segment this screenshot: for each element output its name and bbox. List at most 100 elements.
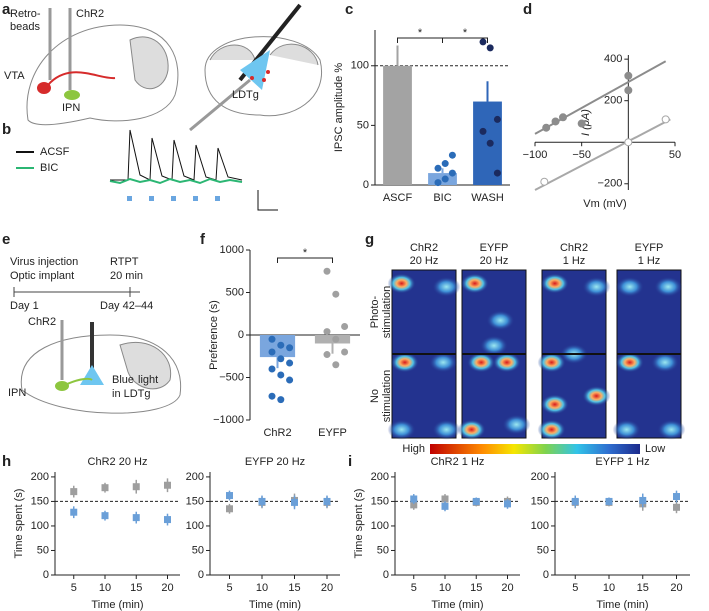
- label: 10: [603, 582, 615, 594]
- data-point: [277, 371, 285, 379]
- vta-beads: [37, 82, 51, 94]
- data-point: [332, 361, 340, 369]
- heat-spot: [537, 419, 566, 440]
- data-point: [286, 344, 294, 352]
- label: stimulation: [381, 286, 393, 339]
- data-point: [479, 38, 487, 46]
- data-point: [551, 117, 560, 126]
- label: Time (min): [596, 599, 648, 611]
- label: EYFP 1 Hz: [595, 456, 649, 468]
- label: LDTg: [232, 89, 259, 101]
- label: 15: [130, 582, 142, 594]
- data-point: [624, 71, 633, 80]
- data-point: [323, 497, 331, 505]
- heat-spot: [615, 352, 644, 373]
- label: No: [369, 389, 381, 403]
- label: 0: [238, 329, 244, 341]
- projection: [47, 71, 116, 86]
- data-point: [493, 169, 501, 177]
- label: 20: [161, 582, 173, 594]
- data-point: [277, 355, 285, 363]
- data-point: [661, 115, 670, 124]
- heat-spot: [540, 394, 569, 415]
- label: 10: [439, 582, 451, 594]
- label: a: [2, 1, 11, 18]
- label: ChR2: [76, 8, 104, 20]
- data-point: [479, 127, 487, 135]
- heat-spot: [657, 419, 686, 440]
- data-point: [286, 376, 294, 384]
- label: −50: [572, 149, 591, 161]
- stim: [127, 196, 132, 201]
- data-point: [286, 359, 294, 367]
- data-point: [164, 481, 171, 489]
- label: in LDTg: [112, 388, 151, 400]
- label: Optic implant: [10, 270, 74, 282]
- label: Virus injection: [10, 256, 78, 268]
- data-point: [70, 508, 78, 516]
- projection: [64, 377, 93, 386]
- label: 150: [186, 495, 204, 507]
- label: −200: [598, 178, 623, 190]
- data-point: [132, 514, 140, 522]
- label: ChR2: [410, 242, 438, 254]
- data-point: [323, 267, 331, 275]
- significance-bracket: [442, 37, 488, 43]
- traces-b: [109, 129, 278, 211]
- heat-spot: [582, 386, 611, 406]
- label: 200: [371, 471, 389, 483]
- label: 150: [531, 495, 549, 507]
- bead: [262, 78, 266, 82]
- scale-bar: [257, 190, 278, 211]
- heat-spot: [537, 352, 566, 373]
- data-point: [226, 505, 233, 513]
- heat-spot: [612, 419, 641, 440]
- data-point: [258, 497, 266, 505]
- data-point: [268, 365, 276, 373]
- label: 5: [226, 582, 232, 594]
- label: IPSC amplitude %: [333, 63, 345, 152]
- label: 10: [99, 582, 111, 594]
- schematic-e: [13, 287, 182, 414]
- label: Low: [645, 443, 665, 455]
- label: 0: [43, 569, 49, 581]
- data-point: [486, 139, 494, 147]
- label: 0: [543, 569, 549, 581]
- label: EYFP 20 Hz: [245, 456, 305, 468]
- label: d: [523, 1, 532, 18]
- label: 15: [470, 582, 482, 594]
- data-point: [486, 44, 494, 52]
- label: 20: [670, 582, 682, 594]
- label: 1 Hz: [563, 255, 586, 267]
- data-point: [410, 495, 418, 503]
- label: BIC: [433, 192, 451, 204]
- data-point: [472, 497, 480, 505]
- bead: [250, 76, 254, 80]
- label: 5: [71, 582, 77, 594]
- label: g: [365, 231, 374, 248]
- heat-spot: [651, 352, 679, 373]
- label: 10: [256, 582, 268, 594]
- label: ChR2: [560, 242, 588, 254]
- data-point: [70, 488, 78, 496]
- label: f: [200, 231, 206, 248]
- data-point: [624, 86, 633, 95]
- data-point: [410, 501, 418, 509]
- data-point: [504, 500, 511, 508]
- data-point: [132, 483, 140, 491]
- brain-outline: [20, 334, 182, 414]
- label: 200: [31, 471, 49, 483]
- data-point: [639, 496, 647, 504]
- label: Time spent (s): [353, 489, 365, 559]
- label: 50: [669, 149, 681, 161]
- heat-spot: [457, 419, 486, 440]
- label: 200: [186, 471, 204, 483]
- bic-trace: [109, 177, 243, 185]
- data-point: [571, 497, 579, 505]
- cerebellum: [119, 341, 172, 390]
- label: High: [402, 443, 425, 455]
- label: Time (min): [91, 599, 143, 611]
- significance-bracket: [277, 257, 333, 263]
- label: beads: [10, 21, 40, 33]
- label: *: [303, 247, 308, 259]
